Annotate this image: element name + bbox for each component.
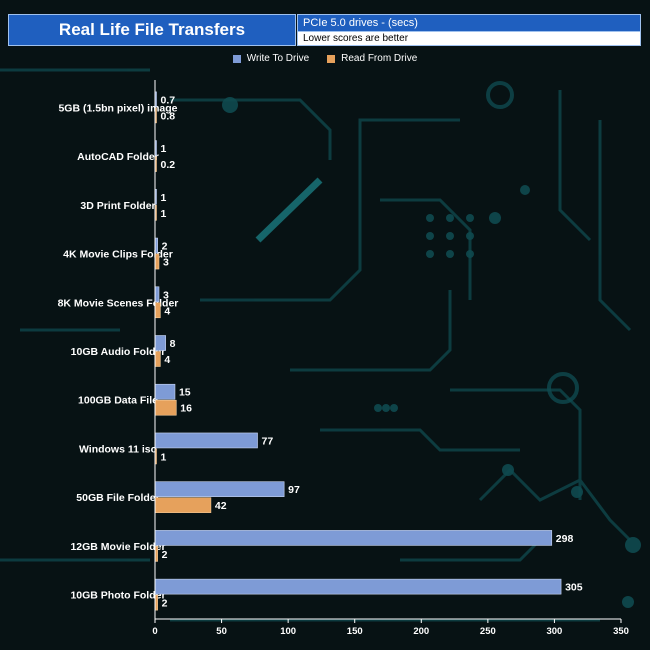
x-tick-label: 200 [413,626,429,637]
x-tick-label: 300 [546,626,562,637]
legend-item-read: Read From Drive [327,53,417,64]
bar-write [154,578,562,595]
bar-write [154,286,160,303]
bar-write [154,335,166,351]
category-label: AutoCAD Folder [77,151,159,163]
category-label: Windows 11 iso [79,443,157,455]
bar-read [154,253,160,270]
data-label-read: 0.2 [161,159,176,171]
x-tick-label: 350 [613,626,629,637]
data-label-write: 0.7 [161,94,176,106]
bar-read [154,399,177,416]
data-label-write: 8 [170,338,176,350]
bar-write [154,432,258,449]
category-label: 10GB Audio Folder [71,346,166,358]
data-label-write: 1 [161,143,167,155]
data-label-write: 3 [163,289,169,301]
x-tick-label: 0 [152,626,157,637]
category-label: 50GB File Folder [76,492,159,504]
category-label: 8K Movie Scenes Folder [58,297,179,309]
category-label: 12GB Movie Folder [70,541,165,553]
legend-swatch-read [327,54,336,63]
category-label: 4K Movie Clips Folder [63,249,173,261]
legend-item-write: Write To Drive [232,53,310,64]
data-label-read: 4 [164,354,170,366]
bar-read [154,302,161,319]
data-label-read: 1 [161,208,167,220]
bar-read [154,497,212,513]
x-tick-label: 50 [216,626,227,637]
data-label-write: 97 [288,484,300,496]
bar-write [154,481,285,497]
data-label-read: 1 [161,451,167,463]
bar-write [154,530,553,546]
data-label-read: 2 [162,598,168,610]
chart-subtitle: PCIe 5.0 drives - (secs) [297,14,641,31]
data-label-write: 1 [161,192,167,204]
data-label-read: 0.8 [161,110,176,122]
x-tick-label: 150 [347,626,363,637]
data-label-read: 2 [162,549,168,561]
data-label-write: 77 [262,435,274,447]
category-label: 3D Print Folder [80,200,155,212]
chart-title: Real Life File Transfers [8,14,296,46]
legend-label-write: Write To Drive [246,53,310,64]
data-label-write: 2 [162,241,168,253]
data-label-read: 4 [164,305,170,317]
data-label-write: 305 [565,582,583,594]
data-label-read: 42 [215,500,227,512]
category-label: 10GB Photo Folder [70,590,165,602]
chart-note: Lower scores are better [297,31,641,46]
chart-legend: Write To Drive Read From Drive [0,53,650,64]
category-label: 5GB (1.5bn pixel) image [58,102,177,114]
data-label-write: 15 [179,387,191,399]
subtitle-panel: PCIe 5.0 drives - (secs) Lower scores ar… [297,14,641,46]
x-tick-label: 100 [280,626,296,637]
x-tick-label: 250 [480,626,496,637]
category-label: 100GB Data File [78,395,158,407]
bar-read [154,351,161,367]
data-label-read: 16 [180,403,192,415]
bar-write [154,383,176,400]
legend-swatch-write [232,54,241,63]
legend-label-read: Read From Drive [341,53,418,64]
data-label-read: 3 [163,257,169,269]
data-label-write: 298 [556,533,574,545]
